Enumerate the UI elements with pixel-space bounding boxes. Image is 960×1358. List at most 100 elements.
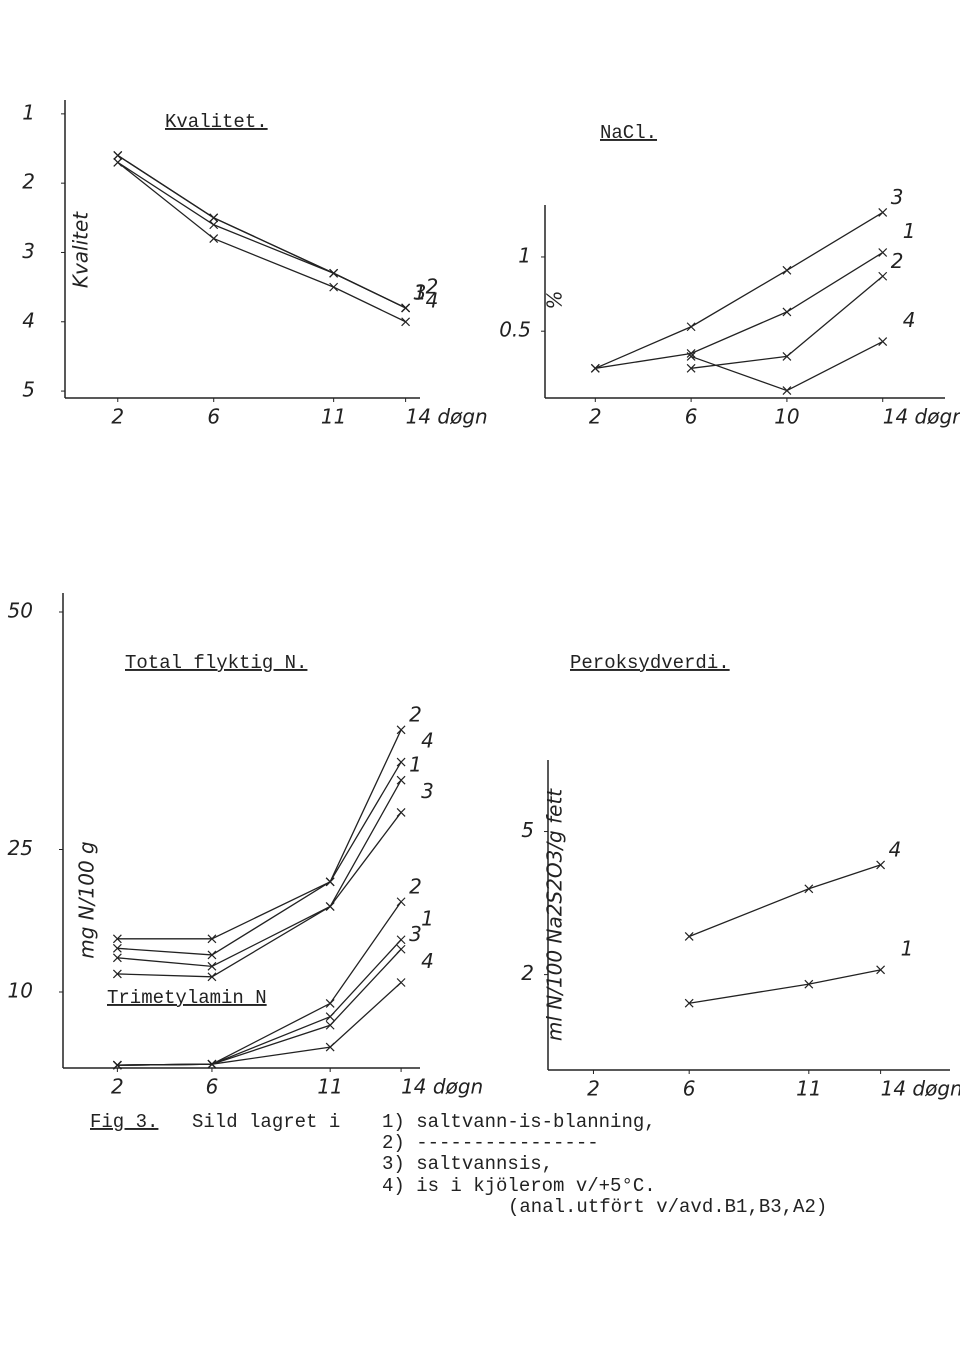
point-marker [396, 808, 406, 817]
caption-note: (anal.utfört v/avd.B1,B3,A2) [508, 1196, 827, 1218]
annotation: Trimetylamin N [107, 987, 267, 1009]
x-tick-label: 6 [207, 405, 220, 429]
point-marker [209, 234, 219, 244]
point-marker [112, 943, 122, 953]
point-marker [207, 972, 217, 982]
point-marker [113, 157, 123, 167]
series-label: 2 [426, 274, 439, 298]
point-marker [878, 337, 888, 347]
point-marker [590, 363, 600, 373]
point-marker [686, 352, 696, 361]
point-marker [396, 944, 406, 954]
series-label: 4 [889, 837, 902, 861]
y-tick-label: 25 [8, 836, 33, 860]
point-marker [396, 897, 406, 907]
point-marker [207, 1059, 217, 1069]
caption-text: Sild lagret i [192, 1111, 340, 1133]
figure-label: Fig 3. [90, 1111, 158, 1133]
y-tick-label: 5 [521, 818, 534, 842]
point-marker [396, 775, 406, 785]
point-marker [396, 757, 406, 767]
x-tick-label: 14 døgn [406, 405, 488, 429]
series-label: 3 [414, 280, 427, 304]
series-line [117, 161, 406, 323]
point-marker [325, 902, 335, 911]
point-marker [804, 979, 814, 989]
series-label: 4 [903, 308, 916, 332]
x-tick-label: 11 [796, 1077, 821, 1101]
x-tick-label: 2 [587, 1077, 600, 1101]
point-marker [396, 978, 406, 987]
point-marker [325, 1042, 335, 1052]
series-label: 1 [901, 936, 914, 960]
point-marker [113, 151, 123, 160]
point-marker [325, 1020, 335, 1030]
point-marker [782, 265, 792, 275]
y-tick-label: 1 [518, 243, 531, 267]
point-marker [112, 953, 122, 963]
point-marker [686, 363, 696, 373]
point-marker [782, 386, 792, 396]
chart-title: Kvalitet. [165, 111, 268, 133]
series-line [691, 275, 884, 369]
point-marker [782, 352, 792, 361]
point-marker [878, 207, 888, 217]
point-marker [112, 969, 122, 979]
series-line [117, 779, 402, 968]
point-marker [686, 322, 696, 332]
x-tick-label: 11 [321, 405, 346, 429]
point-marker [325, 1012, 335, 1022]
x-tick-label: 6 [685, 405, 698, 429]
y-tick-label: 2 [521, 961, 534, 985]
chart-title: Peroksydverdi. [570, 652, 730, 674]
point-marker [401, 303, 411, 313]
point-marker [876, 965, 886, 975]
series-label: 4 [426, 288, 439, 312]
chart-title: Total flyktig N. [125, 652, 307, 674]
point-marker [207, 961, 217, 971]
y-axis-label: Kvalitet [69, 211, 93, 288]
point-marker [686, 349, 696, 358]
y-tick-label: 1 [22, 100, 35, 124]
x-tick-label: 14 døgn [401, 1075, 483, 1099]
point-marker [329, 268, 339, 278]
series-label: 1 [414, 280, 427, 304]
point-marker [684, 932, 694, 941]
caption-item: 1) saltvann-is-blanning, [382, 1111, 656, 1133]
caption-item: 3) saltvannsis, [382, 1153, 553, 1175]
point-marker [684, 998, 694, 1008]
series-label: 1 [421, 906, 434, 930]
x-tick-label: 2 [111, 405, 124, 429]
series-label: 4 [421, 729, 434, 753]
series-line [117, 982, 402, 1066]
point-marker [209, 220, 219, 230]
series-line [117, 154, 406, 309]
series-label: 3 [409, 922, 422, 946]
series-line [117, 161, 406, 309]
point-marker [804, 884, 814, 894]
series-line [688, 864, 881, 938]
chart-title: NaCl. [600, 122, 657, 144]
x-tick-label: 2 [111, 1075, 124, 1099]
series-line [595, 211, 884, 369]
point-marker [209, 213, 219, 223]
series-line [689, 969, 881, 1004]
point-marker [325, 998, 335, 1008]
caption-item: 2) ---------------- [382, 1132, 599, 1154]
series-line [117, 729, 402, 940]
caption-item: 4) is i kjölerom v/+5°C. [382, 1175, 656, 1197]
y-tick-label: 2 [22, 170, 35, 194]
series-line [690, 341, 884, 392]
series-label: 1 [903, 219, 916, 243]
point-marker [401, 317, 411, 327]
point-marker [207, 934, 217, 944]
point-marker [876, 860, 886, 870]
series-label: 3 [421, 779, 434, 803]
y-tick-label: 3 [22, 239, 35, 263]
x-tick-label: 10 [774, 405, 799, 429]
point-marker [325, 877, 335, 887]
point-marker [878, 271, 888, 281]
point-marker [112, 1060, 122, 1070]
point-marker [207, 950, 217, 960]
